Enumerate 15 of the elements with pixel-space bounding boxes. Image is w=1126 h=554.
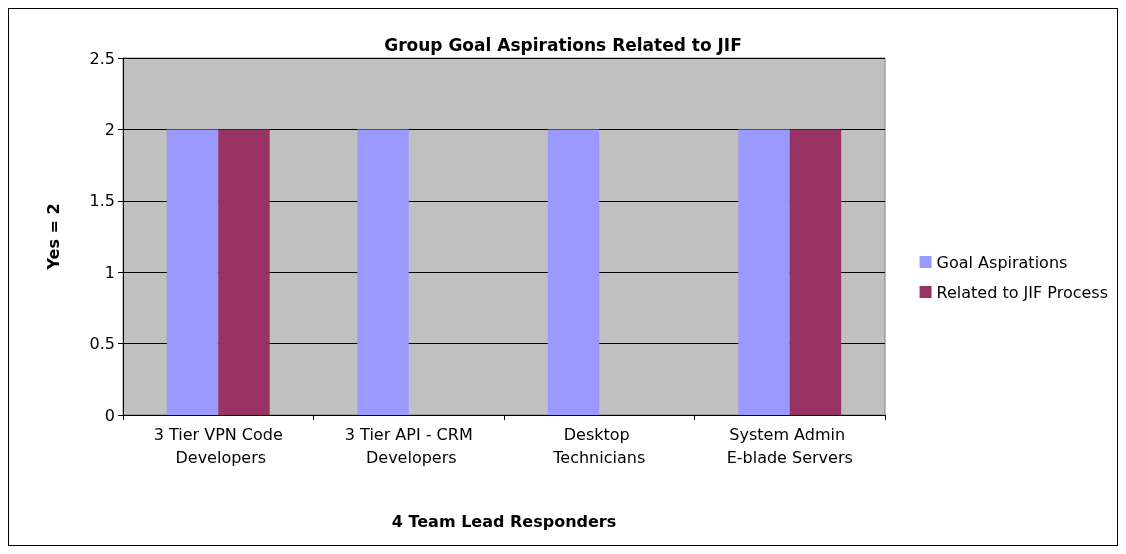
x-axis-title: 4 Team Lead Responders (391, 511, 617, 531)
y-tick-label: 2.5 (89, 48, 115, 68)
x-tick-label: 3 Tier API - CRM Developers (344, 425, 473, 467)
y-tick-label: 0 (104, 405, 115, 425)
y-axis-title: Yes = 2 (43, 203, 63, 271)
y-tick-label: 1.5 (89, 191, 115, 211)
legend-label: Goal Aspirations (936, 252, 1068, 272)
x-tick-label: System Admin E-blade Servers (726, 425, 853, 467)
x-tick-label: Desktop Technicians (552, 425, 646, 467)
x-tick-label: 3 Tier VPN Code Developers (153, 425, 283, 467)
y-tick-label: 1 (104, 262, 115, 282)
y-tick-label: 2 (104, 119, 115, 139)
y-tick-label: 0.5 (89, 334, 115, 354)
legend-label: Related to JIF Process (936, 282, 1108, 302)
chart-title: Group Goal Aspirations Related to JIF (384, 34, 742, 55)
